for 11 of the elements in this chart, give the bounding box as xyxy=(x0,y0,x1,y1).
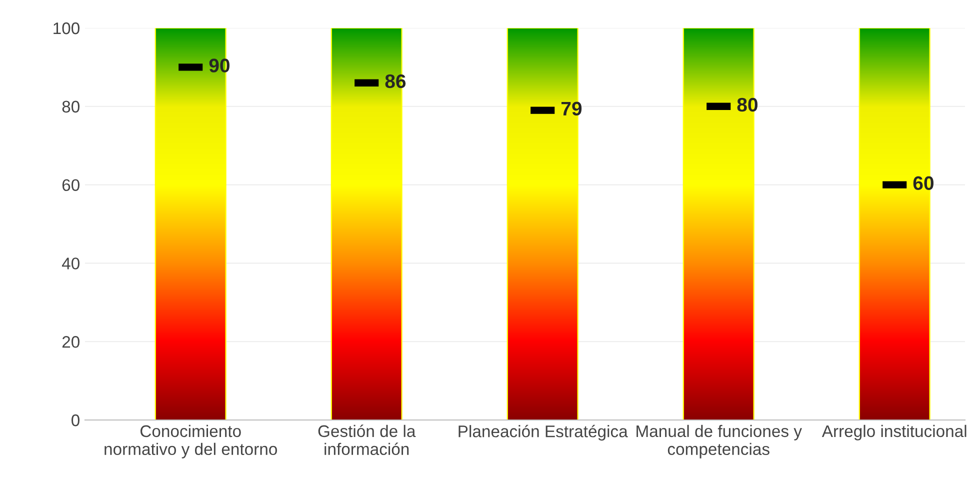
x-tick-label: Planeación Estratégica xyxy=(458,424,628,441)
y-tick-label: 0 xyxy=(72,414,80,426)
x-tick-label: Arreglo institucional xyxy=(822,424,966,440)
x-tick-label: Gestión de la información xyxy=(318,424,416,456)
x-tick-label: Manual de funciones y competencias xyxy=(636,424,802,458)
y-tick-label: 20 xyxy=(62,336,80,348)
y-tick-label: 100 xyxy=(54,22,80,34)
y-tick-label: 80 xyxy=(62,100,80,113)
y-tick-label: 60 xyxy=(62,179,80,192)
y-tick-label: 40 xyxy=(62,258,80,270)
x-tick-label: Conocimiento normativo y del entorno xyxy=(104,424,277,458)
